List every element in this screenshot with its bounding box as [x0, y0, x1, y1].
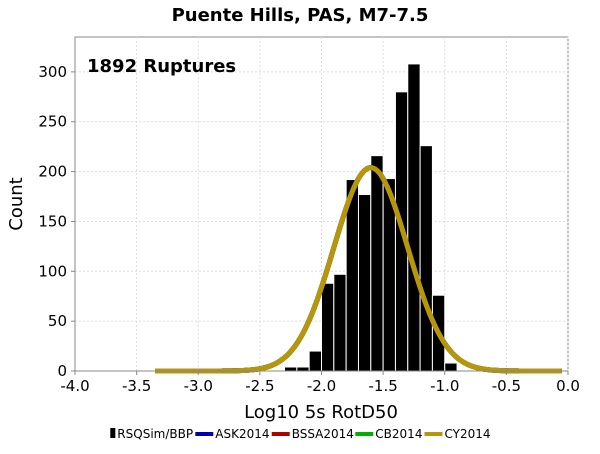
histogram-bar — [357, 194, 372, 372]
y-tick-label: 100 — [38, 262, 67, 280]
histogram-bar — [333, 273, 347, 372]
legend-label-bssa2014: BSSA2014 — [292, 427, 354, 441]
histogram-bar — [321, 282, 335, 372]
histogram-bar — [407, 63, 421, 372]
x-tick-label: -4.0 — [60, 377, 89, 395]
histogram-bar — [284, 366, 298, 372]
x-axis-label: Log10 5s RotD50 — [244, 402, 398, 423]
legend: RSQSim/BBP ASK2014 BSSA2014 CB2014 CY2014 — [110, 427, 491, 441]
legend-label-cb2014: CB2014 — [375, 427, 422, 441]
legend-label-cy2014: CY2014 — [445, 427, 491, 441]
x-tick-label: -3.0 — [184, 377, 213, 395]
legend-label-ask2014: ASK2014 — [215, 427, 269, 441]
y-tick-label: 200 — [38, 163, 67, 181]
x-tick-label: -3.5 — [122, 377, 151, 395]
y-tick-label: 250 — [38, 113, 67, 131]
y-axis-label: Count — [6, 177, 27, 230]
y-tick-label: 0 — [57, 362, 67, 380]
x-tick-label: -1.0 — [430, 377, 459, 395]
histogram-bar — [296, 366, 310, 372]
axes: -4.0 -3.5 -3.0 -2.5 -2.0 -1.5 -1.0 -0.5 0.0 0 50 10… — [38, 37, 580, 395]
x-tick-label: -0.5 — [492, 377, 521, 395]
x-tick-label: -2.0 — [307, 377, 336, 395]
y-tick-label: 50 — [48, 312, 67, 330]
legend-swatch-rsqsim-bbp — [110, 428, 116, 438]
chart-title: Puente Hills, PAS, M7-7.5 — [172, 5, 429, 26]
x-tick-label: 0.0 — [556, 377, 580, 395]
histogram-bar — [419, 145, 433, 372]
legend-label-rsqsim-bbp: RSQSim/BBP — [117, 427, 193, 441]
rupture-count-annotation: 1892 Ruptures — [87, 56, 236, 77]
histogram-bar — [444, 362, 458, 372]
x-tick-label: -1.5 — [368, 377, 397, 395]
y-tick-label: 150 — [38, 212, 67, 230]
x-tick-label: -2.5 — [245, 377, 274, 395]
histogram-bar — [308, 350, 322, 372]
histogram-bar — [370, 155, 384, 372]
y-tick-label: 300 — [38, 63, 67, 81]
